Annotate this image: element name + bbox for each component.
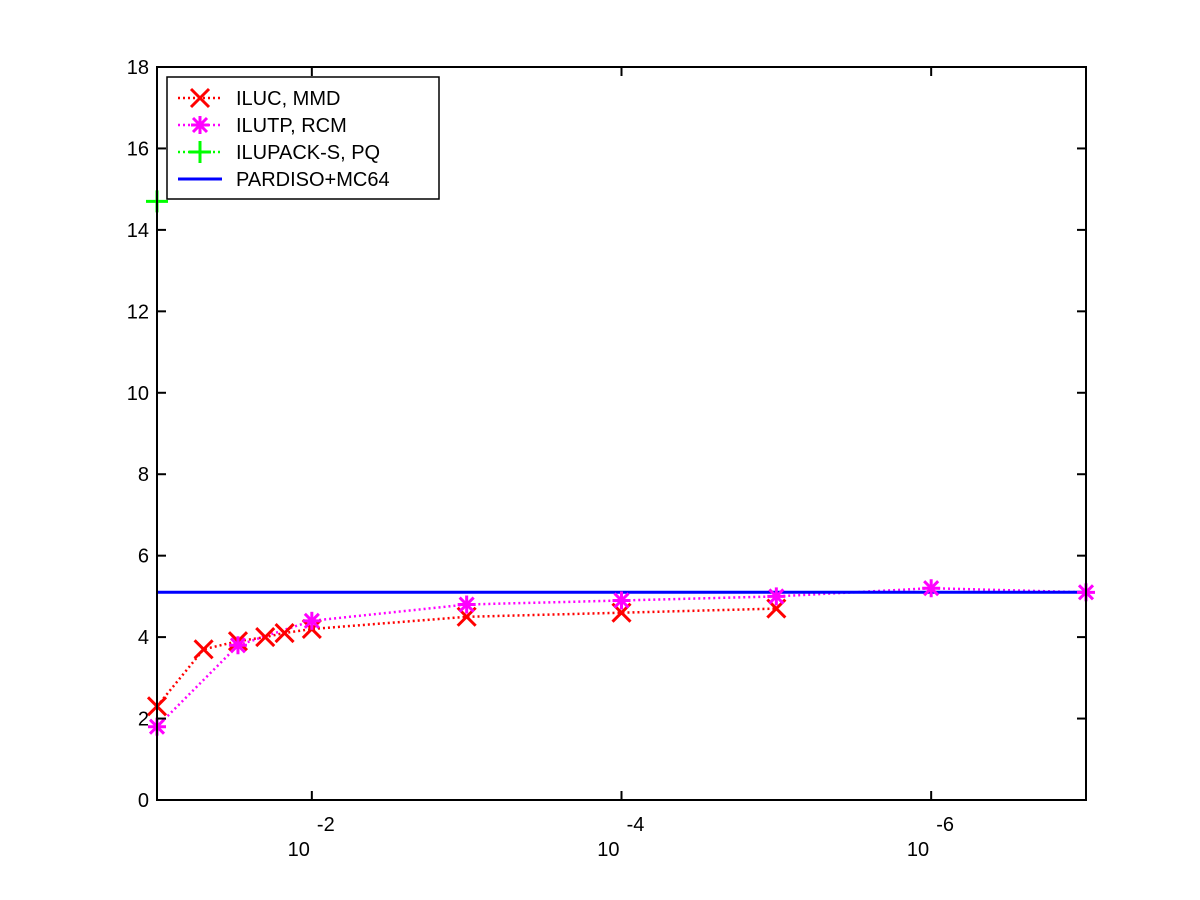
legend-label: PARDISO+MC64 <box>236 169 390 191</box>
data-point-0-4 <box>274 622 295 644</box>
y-axis: 0 2 4 6 8 10 12 14 16 18 <box>127 57 1086 812</box>
x-tick-label-base: 10 <box>288 839 310 861</box>
legend-marker-1 <box>191 116 209 134</box>
data-point-1-3 <box>457 595 476 614</box>
legend: ILUC, MMD ILUTP, RCM ILUPACK-S, PQ PARDISO+… <box>166 76 440 200</box>
x-tick-label-base: 10 <box>907 839 929 861</box>
series-markers <box>146 190 1095 736</box>
legend-marker-2 <box>189 141 211 163</box>
x-tick-label-exponent: -4 <box>627 814 645 836</box>
data-point-1-2 <box>302 611 321 630</box>
y-tick-label: 2 <box>138 709 149 731</box>
series-line-1 <box>156 586 1087 728</box>
y-tick-label: 14 <box>127 220 149 242</box>
y-tick-label: 6 <box>138 546 149 568</box>
data-point-0-3 <box>255 627 276 648</box>
legend-marker-0 <box>189 87 211 109</box>
data-point-1-5 <box>767 587 786 606</box>
legend-label: ILUC, MMD <box>236 88 340 110</box>
legend-label: ILUPACK-S, PQ <box>236 142 380 164</box>
data-point-0-1 <box>193 639 214 660</box>
data-point-1-4 <box>612 591 631 610</box>
y-tick-label: 0 <box>138 790 149 812</box>
y-tick-label: 10 <box>127 383 149 405</box>
y-tick-label: 8 <box>138 464 149 486</box>
data-point-1-6 <box>922 579 941 598</box>
x-tick-label-base: 10 <box>597 839 619 861</box>
y-tick-label: 16 <box>127 138 149 160</box>
data-point-1-1 <box>228 636 247 655</box>
x-axis: 10 -2 10 -4 10 -6 <box>288 67 954 861</box>
y-tick-label: 4 <box>138 627 149 649</box>
legend-label: ILUTP, RCM <box>236 115 347 137</box>
y-tick-label: 18 <box>127 57 149 79</box>
y-tick-label: 12 <box>127 301 149 323</box>
x-tick-label-exponent: -2 <box>317 814 335 836</box>
x-tick-label-exponent: -6 <box>936 814 954 836</box>
